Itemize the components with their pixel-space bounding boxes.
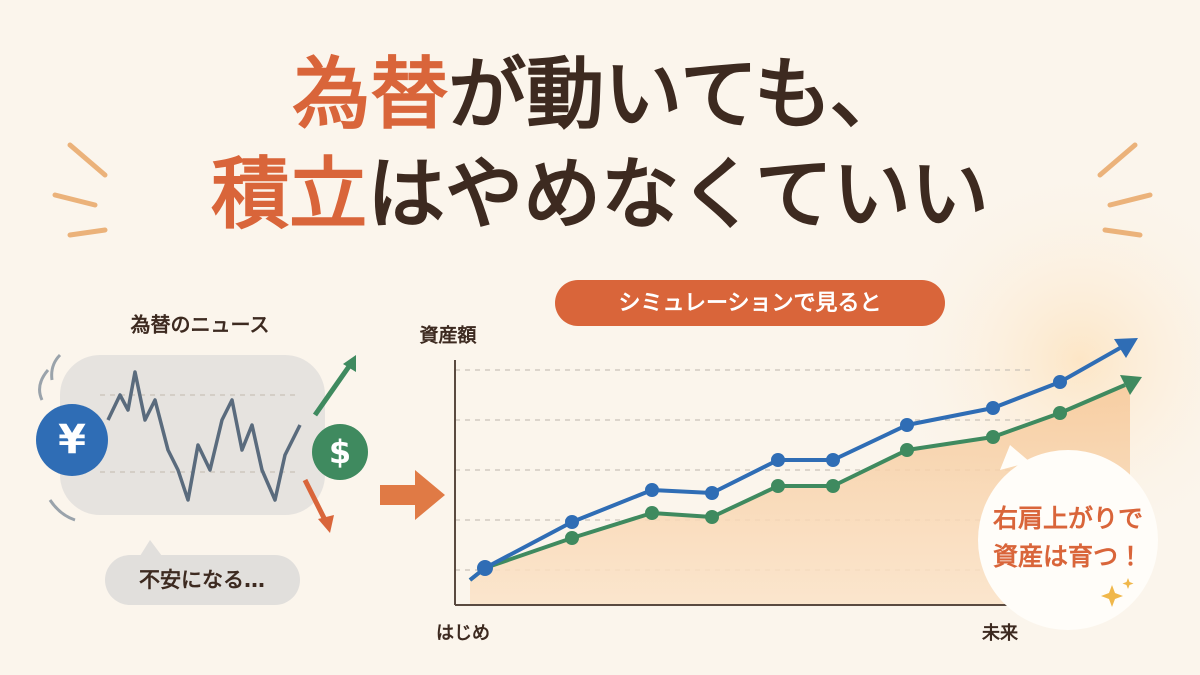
blue-arrowhead [1114,338,1138,358]
callout-line: 資産は育つ！ [993,542,1143,571]
dollar-icon [312,424,368,480]
title-text: が動いても、 [448,50,907,140]
up-arrowhead [343,355,356,372]
callout-line: 右肩上がりで [993,504,1143,533]
rays [52,142,1153,238]
area [470,385,1130,605]
worry-bubble [105,555,300,605]
up-arrow [312,363,353,417]
callout-bubble [978,450,1158,630]
transition-arrow [380,470,445,520]
green-arrowhead [1120,375,1142,395]
badge-text: シミュレーションで見ると [618,291,881,316]
dollar-symbol: $ [329,433,351,471]
title-text: はやめなくていい [367,150,989,240]
title-line-1: 為替が動いても、 [292,50,907,140]
yen-symbol: ¥ [58,417,86,463]
x-end-label: 未来 [982,623,1019,644]
news-cloud [60,355,325,515]
y-axis-label: 資産額 [419,324,477,347]
callout-tail [1000,445,1030,470]
yen-icon [36,404,108,476]
fx-zigzag [106,370,302,502]
shake-marks [38,353,76,522]
bubble-tail [140,540,162,556]
title-highlight: 為替 [292,50,448,140]
x-start-label: はじめ [436,623,490,644]
green-points [565,406,1067,545]
worry-text: 不安になる… [139,568,265,592]
title-highlight: 積立 [211,150,367,240]
title-line-2: 積立はやめなくていい [211,150,989,240]
badge [555,280,945,326]
blue-points [477,375,1067,576]
down-arrowhead [318,515,334,533]
down-arrow [302,478,328,522]
news-label: 為替のニュース [131,313,270,337]
